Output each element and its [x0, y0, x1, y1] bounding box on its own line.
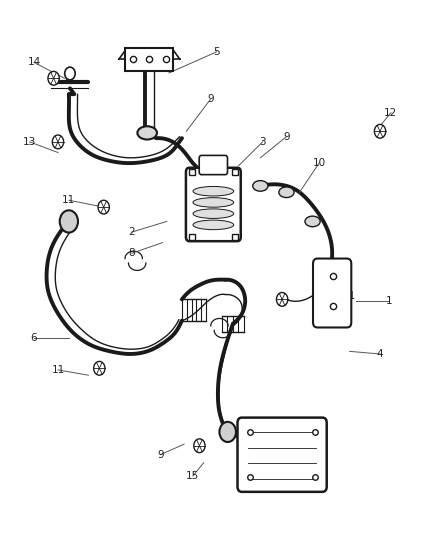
Text: 8: 8 — [129, 248, 135, 259]
FancyBboxPatch shape — [237, 418, 327, 492]
Text: 11: 11 — [62, 195, 75, 205]
Circle shape — [374, 124, 386, 138]
Text: 11: 11 — [343, 290, 356, 301]
Text: 12: 12 — [384, 108, 398, 118]
Circle shape — [65, 67, 75, 80]
FancyBboxPatch shape — [125, 47, 173, 71]
Text: 3: 3 — [259, 137, 266, 147]
Circle shape — [194, 439, 205, 453]
Ellipse shape — [219, 422, 236, 442]
Ellipse shape — [138, 126, 157, 140]
Circle shape — [94, 361, 105, 375]
Circle shape — [98, 200, 110, 214]
Text: 1: 1 — [385, 296, 392, 306]
Text: 9: 9 — [283, 132, 290, 142]
FancyBboxPatch shape — [186, 168, 241, 241]
Circle shape — [276, 293, 288, 306]
Text: 6: 6 — [31, 333, 37, 343]
Text: 15: 15 — [186, 471, 200, 481]
Text: 2: 2 — [129, 227, 135, 237]
Text: 14: 14 — [28, 58, 41, 67]
Text: 11: 11 — [51, 365, 64, 375]
Ellipse shape — [279, 187, 294, 198]
Ellipse shape — [253, 181, 268, 191]
Text: 5: 5 — [213, 47, 220, 56]
Ellipse shape — [305, 216, 320, 227]
Circle shape — [52, 135, 64, 149]
FancyBboxPatch shape — [313, 259, 351, 327]
Ellipse shape — [193, 187, 234, 196]
Text: 13: 13 — [23, 137, 36, 147]
Ellipse shape — [193, 209, 234, 219]
Ellipse shape — [60, 211, 78, 232]
Circle shape — [48, 71, 59, 85]
Text: 9: 9 — [157, 450, 163, 460]
Ellipse shape — [193, 198, 234, 207]
Text: 9: 9 — [207, 94, 214, 104]
Ellipse shape — [193, 220, 234, 230]
Text: 10: 10 — [313, 158, 326, 168]
Text: 4: 4 — [377, 349, 383, 359]
FancyBboxPatch shape — [199, 156, 227, 175]
